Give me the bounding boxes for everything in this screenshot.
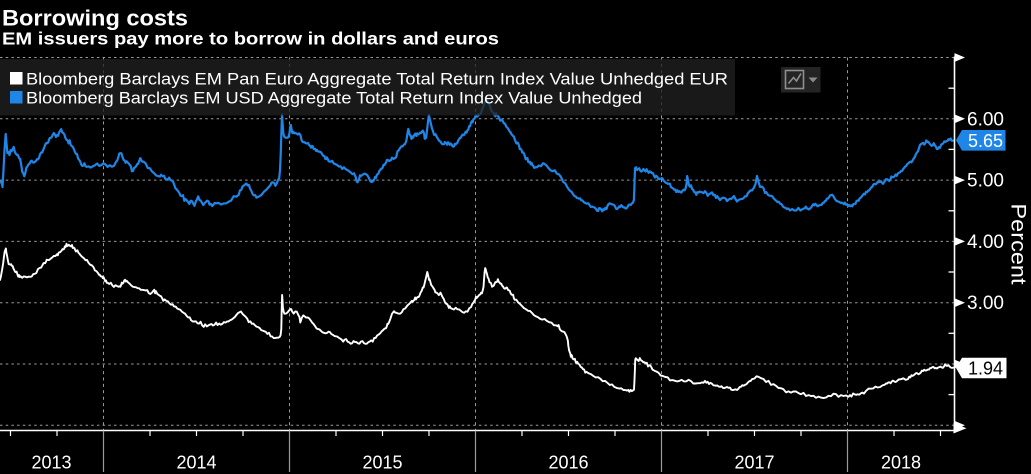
svg-text:2017: 2017	[734, 453, 774, 473]
svg-text:EM issuers pay more to borrow: EM issuers pay more to borrow in dollars…	[2, 29, 499, 49]
svg-text:Bloomberg Barclays EM USD Aggr: Bloomberg Barclays EM USD Aggregate Tota…	[26, 90, 642, 108]
svg-text:3.00: 3.00	[967, 293, 1004, 314]
svg-text:2013: 2013	[31, 453, 71, 473]
svg-text:2014: 2014	[176, 453, 216, 473]
svg-text:4.00: 4.00	[967, 232, 1004, 253]
svg-text:2018: 2018	[881, 453, 921, 473]
svg-text:6.00: 6.00	[967, 109, 1004, 130]
svg-text:5.65: 5.65	[968, 131, 1003, 151]
svg-text:2016: 2016	[548, 453, 588, 473]
svg-text:2015: 2015	[362, 453, 402, 473]
svg-text:5.00: 5.00	[967, 171, 1004, 192]
svg-text:Bloomberg Barclays EM Pan Euro: Bloomberg Barclays EM Pan Euro Aggregate…	[26, 71, 728, 89]
svg-text:Borrowing costs: Borrowing costs	[2, 6, 188, 31]
svg-text:1.94: 1.94	[968, 359, 1003, 379]
svg-text:Percent: Percent	[1007, 204, 1031, 285]
